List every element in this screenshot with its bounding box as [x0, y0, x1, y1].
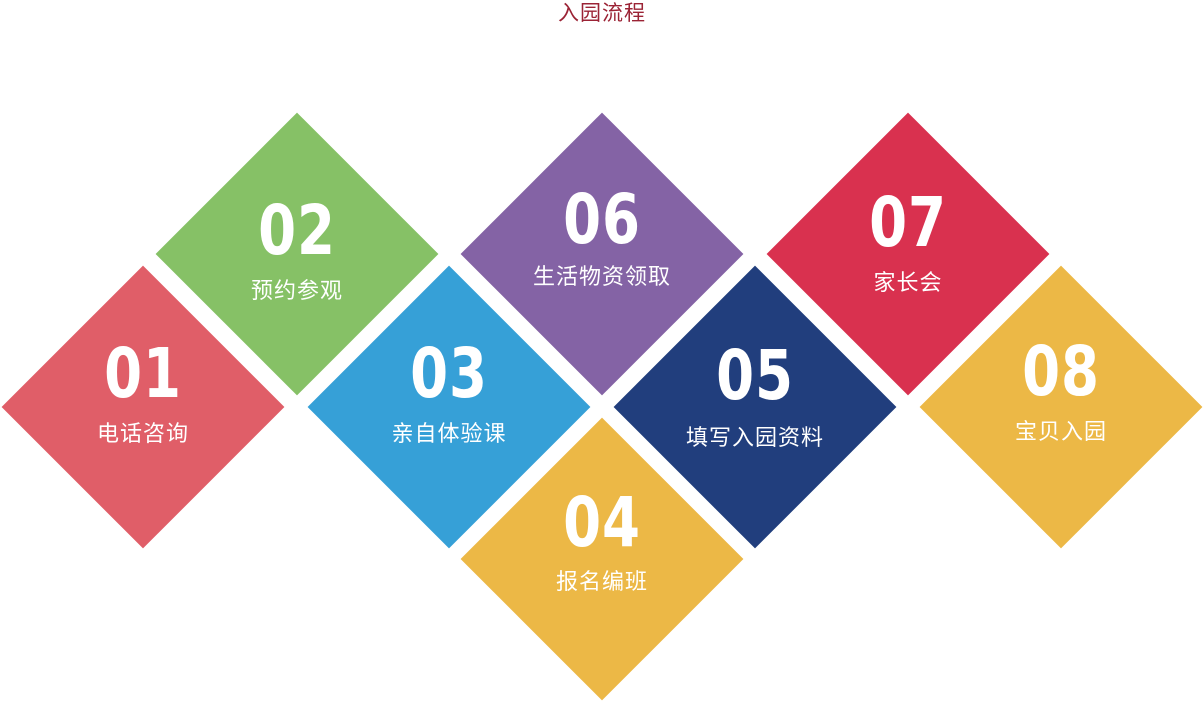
- step-number: 02: [258, 191, 336, 271]
- step-number: 07: [869, 183, 947, 263]
- step-number: 08: [1022, 332, 1100, 412]
- step-label: 亲自体验课: [391, 422, 507, 447]
- step-03-diamond: 03 亲自体验课: [306, 264, 592, 550]
- step-04-diamond: 04 报名编班: [459, 416, 745, 702]
- step-02-diamond: 02 预约参观: [154, 111, 440, 397]
- step-number: 04: [563, 483, 641, 563]
- step-08-diamond: 08 宝贝入园: [918, 264, 1204, 550]
- step-label: 生活物资领取: [532, 265, 671, 290]
- step-label: 预约参观: [250, 279, 343, 304]
- step-label: 报名编班: [555, 570, 648, 595]
- step-number: 05: [716, 336, 794, 416]
- step-07-diamond: 07 家长会: [765, 111, 1051, 397]
- step-label: 宝贝入园: [1014, 420, 1107, 445]
- step-label: 家长会: [873, 271, 943, 296]
- step-06-diamond: 06 生活物资领取: [459, 111, 745, 397]
- step-label: 电话咨询: [96, 422, 189, 447]
- step-number: 01: [104, 334, 182, 414]
- step-01-diamond: 01 电话咨询: [0, 264, 286, 550]
- step-number: 06: [563, 180, 641, 260]
- page-title: 入园流程: [558, 1, 646, 25]
- step-05-diamond: 05 填写入园资料: [612, 264, 898, 550]
- step-number: 03: [410, 334, 488, 414]
- step-label: 填写入园资料: [685, 426, 824, 451]
